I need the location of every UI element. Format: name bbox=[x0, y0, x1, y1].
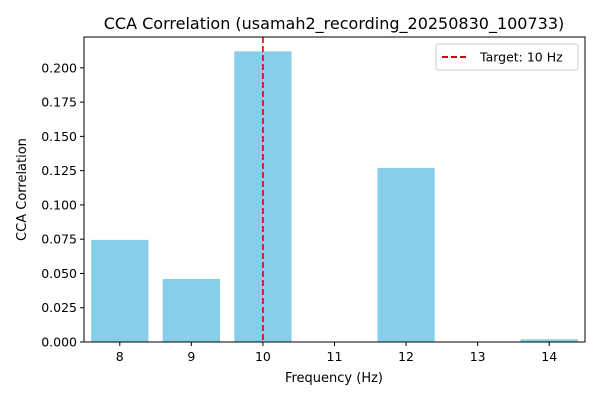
bar-12hz bbox=[377, 167, 435, 342]
y-axis-ticks: 0.000 0.025 0.050 0.075 0.100 0.125 0.150 0.175… bbox=[41, 60, 84, 350]
y-tick-label: 0.100 bbox=[41, 197, 77, 212]
y-axis-label: CCA Correlation bbox=[15, 138, 30, 241]
y-tick-label: 0.200 bbox=[41, 60, 77, 75]
legend: Target: 10 Hz bbox=[435, 43, 579, 71]
y-tick-label: 0.025 bbox=[41, 300, 77, 315]
x-tick-label: 12 bbox=[398, 349, 414, 364]
legend-box bbox=[435, 43, 579, 71]
bars-group bbox=[91, 51, 578, 343]
chart-title: CCA Correlation (usamah2_recording_20250… bbox=[104, 14, 565, 34]
x-tick-label: 10 bbox=[255, 349, 271, 364]
x-axis-label: Frequency (Hz) bbox=[285, 371, 383, 386]
plot-frame bbox=[83, 36, 586, 343]
y-tick-label: 0.000 bbox=[41, 335, 77, 350]
bar-8hz bbox=[91, 239, 149, 342]
x-tick-label: 14 bbox=[541, 349, 557, 364]
bar-9hz bbox=[162, 278, 220, 342]
y-tick-label: 0.150 bbox=[41, 129, 77, 144]
x-tick-label: 9 bbox=[187, 349, 195, 364]
x-tick-label: 8 bbox=[116, 349, 124, 364]
legend-target-label: Target: 10 Hz bbox=[479, 50, 563, 65]
y-tick-label: 0.050 bbox=[41, 266, 77, 281]
y-tick-label: 0.175 bbox=[41, 95, 77, 110]
y-tick-label: 0.125 bbox=[41, 163, 77, 178]
x-axis-ticks: 8 9 10 11 12 13 14 bbox=[116, 342, 557, 364]
x-tick-label: 11 bbox=[327, 349, 343, 364]
y-tick-label: 0.075 bbox=[41, 232, 77, 247]
bar-14hz bbox=[520, 339, 578, 342]
x-tick-label: 13 bbox=[470, 349, 486, 364]
